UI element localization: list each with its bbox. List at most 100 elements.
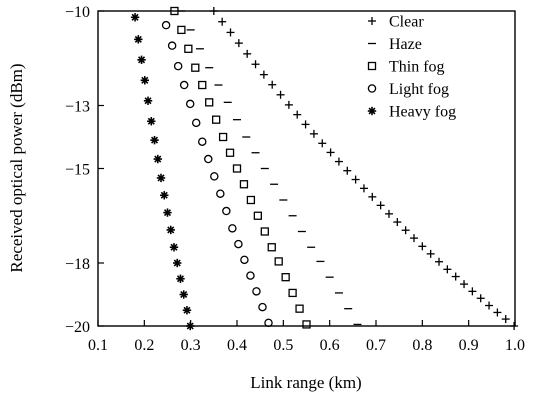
data-point (485, 301, 494, 310)
data-point (288, 288, 297, 298)
legend-label: Haze (389, 36, 422, 53)
data-point (259, 70, 268, 79)
x-tick-label: 0.3 (181, 337, 201, 354)
data-point (156, 173, 166, 183)
data-point (173, 61, 183, 71)
data-point (326, 148, 335, 157)
y-axis-label: Received optical power (dBm) (7, 63, 26, 272)
data-point (140, 76, 149, 85)
series-light-fog (161, 20, 273, 328)
legend-item: Thin fog (367, 59, 445, 76)
series-clear (209, 7, 519, 330)
y-tick-label: −18 (65, 256, 90, 273)
data-point (260, 227, 269, 236)
y-axis: −20 −18 −15 −13 −10 (65, 4, 104, 336)
plot-area-border (97, 10, 516, 327)
data-point (191, 63, 200, 72)
data-point (295, 304, 304, 313)
data-point (184, 44, 193, 53)
series-thin-fog (170, 6, 311, 329)
data-point (163, 208, 172, 217)
data-point (166, 225, 175, 235)
data-point (376, 201, 385, 210)
legend-label: Thin fog (389, 59, 445, 76)
data-point (493, 308, 502, 317)
data-point (179, 290, 188, 299)
data-point (179, 80, 189, 90)
data-point (246, 195, 256, 205)
data-point (153, 154, 162, 164)
data-point (351, 175, 360, 184)
data-point (170, 6, 179, 16)
data-point (218, 17, 227, 26)
y-tick-label: −10 (65, 4, 90, 21)
data-point (343, 166, 352, 175)
series-layer (130, 6, 519, 331)
data-point (293, 110, 302, 119)
legend-item: Haze (368, 36, 422, 53)
data-point (409, 234, 418, 243)
x-tick-label: 0.2 (134, 337, 154, 354)
x-tick-label: 0.6 (320, 337, 340, 354)
data-point (253, 211, 263, 220)
data-point (239, 180, 249, 189)
data-point (232, 164, 242, 173)
data-point (191, 118, 201, 128)
data-point (435, 257, 444, 266)
legend-swatch (367, 84, 377, 93)
data-point (401, 226, 410, 235)
data-point (276, 90, 285, 99)
data-point (234, 239, 243, 249)
data-point (510, 322, 519, 330)
data-point (216, 189, 225, 198)
data-point (267, 243, 276, 252)
data-point (243, 49, 252, 58)
data-point (258, 302, 267, 312)
legend-swatch (367, 106, 377, 116)
data-point (264, 318, 273, 328)
data-point (185, 99, 195, 109)
x-tick-label: 0.9 (459, 337, 479, 354)
data-point (147, 117, 156, 126)
data-point (173, 258, 182, 268)
legend-label: Clear (389, 14, 424, 31)
data-point (143, 96, 153, 105)
data-point (359, 184, 368, 193)
x-tick-label: 0.1 (88, 337, 108, 354)
data-point (209, 7, 218, 15)
data-point (211, 115, 221, 124)
data-point (334, 157, 343, 166)
data-point (318, 139, 327, 148)
data-point (443, 265, 452, 274)
y-tick-label: −13 (65, 99, 90, 116)
data-point (198, 80, 207, 90)
data-point (176, 274, 185, 283)
data-point (130, 13, 140, 22)
data-point (426, 249, 435, 258)
data-point (268, 80, 277, 89)
data-point (228, 224, 237, 233)
data-point (240, 255, 249, 265)
data-point (234, 39, 243, 48)
data-point (246, 271, 255, 280)
data-point (284, 100, 293, 109)
data-point (274, 257, 283, 266)
x-tick-label: 0.4 (227, 337, 247, 354)
data-point (167, 41, 177, 50)
x-tick-label: 0.8 (412, 337, 432, 354)
data-point (161, 20, 171, 30)
data-point (169, 243, 179, 252)
data-point (226, 28, 235, 37)
data-point (150, 135, 159, 145)
data-point (218, 132, 228, 142)
series-haze (177, 10, 362, 326)
legend-item: Clear (368, 14, 424, 31)
data-point (251, 60, 260, 69)
data-point (134, 35, 143, 44)
legend-label: Light fog (389, 81, 449, 98)
plot-frame (97, 10, 516, 327)
data-point (301, 120, 310, 129)
data-point (160, 191, 169, 200)
data-point (418, 242, 427, 251)
